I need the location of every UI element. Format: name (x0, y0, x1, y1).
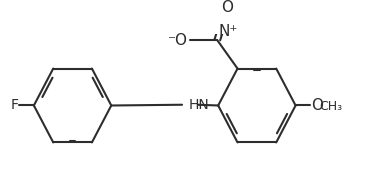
Text: O: O (222, 0, 233, 15)
Text: O: O (311, 98, 323, 113)
Text: F: F (10, 98, 18, 112)
Text: CH₃: CH₃ (320, 100, 343, 114)
Text: ⁻O: ⁻O (168, 33, 188, 48)
Text: HN: HN (189, 98, 209, 112)
Text: N⁺: N⁺ (218, 24, 238, 39)
